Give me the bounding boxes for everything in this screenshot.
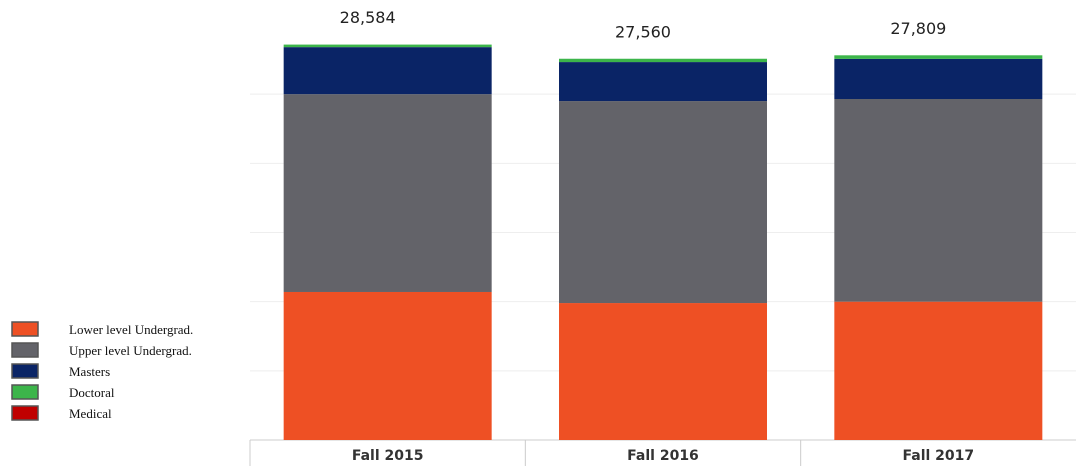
- bar-segment: [283, 94, 492, 292]
- bar-segment: [834, 58, 1043, 100]
- x-tick-label: Fall 2015: [352, 448, 424, 464]
- bar-segment: [559, 58, 767, 63]
- bar-segment: [559, 303, 767, 440]
- legend-swatch: [11, 321, 39, 337]
- bar-segment: [834, 99, 1043, 302]
- total-label: 27,809: [890, 19, 946, 38]
- bar-segment: [834, 55, 1043, 59]
- bar-segment: [283, 47, 492, 95]
- bar-segment: [559, 101, 767, 304]
- legend-label: Upper level Undergrad.: [69, 343, 192, 358]
- legend-label: Medical: [69, 406, 112, 421]
- legend-swatch: [11, 405, 39, 421]
- legend-swatch: [11, 342, 39, 358]
- legend-label: Doctoral: [69, 385, 115, 400]
- bar-segment: [559, 62, 767, 102]
- x-tick-label: Fall 2016: [627, 448, 699, 464]
- x-tick-label: Fall 2017: [903, 448, 975, 464]
- total-label: 28,584: [340, 8, 396, 27]
- bar-segment: [283, 44, 492, 48]
- legend-swatch: [11, 363, 39, 379]
- bar-segment: [834, 301, 1043, 440]
- legend-swatch: [11, 384, 39, 400]
- bar-segment: [283, 291, 492, 440]
- legend-label: Lower level Undergrad.: [69, 322, 193, 337]
- total-label: 27,560: [615, 22, 671, 41]
- legend-label: Masters: [69, 364, 110, 379]
